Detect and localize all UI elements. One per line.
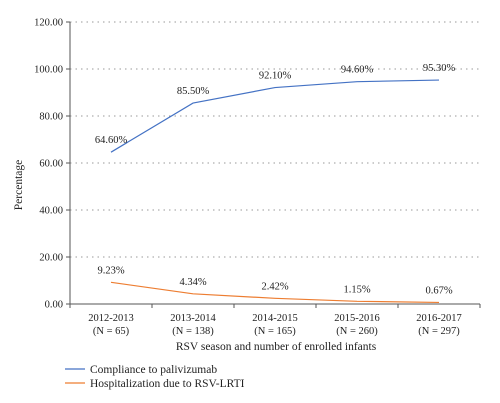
y-tick-label: 40.00	[39, 206, 63, 217]
x-tick-label-season: 2013-2014	[170, 313, 216, 324]
y-axis: 0.00 20.00 40.00 60.00 80.00 100.00 120.00	[34, 18, 71, 311]
data-label: 92.10%	[259, 71, 292, 82]
x-tick-label-season: 2014-2015	[252, 313, 298, 324]
x-tick-label-season: 2016-2017	[416, 313, 462, 324]
data-label: 64.60%	[95, 135, 128, 146]
data-label: 9.23%	[97, 265, 124, 276]
legend-label-1: Hospitalization due to RSV-LRTI	[90, 378, 245, 390]
y-axis-title: Percentage	[13, 160, 25, 210]
data-label: 0.67%	[425, 285, 452, 296]
data-label: 94.60%	[341, 65, 374, 76]
data-labels: 64.60% 85.50% 92.10% 94.60% 95.30% 9.23% 4.34%…	[95, 63, 456, 296]
data-label: 95.30%	[423, 63, 456, 74]
y-tick-label: 120.00	[34, 18, 63, 29]
series-line-0	[110, 79, 440, 153]
series-line-1	[110, 281, 440, 304]
data-label: 85.50%	[177, 86, 210, 97]
legend: Compliance to palivizumab Hospitalization…	[65, 364, 245, 390]
x-tick-label-n: (N = 138)	[172, 326, 214, 337]
x-tick-label-n: (N = 165)	[254, 326, 296, 337]
y-tick-label: 100.00	[34, 65, 63, 76]
y-tick-label: 0.00	[45, 300, 63, 311]
x-tick-label-season: 2015-2016	[334, 313, 380, 324]
x-tick-label-n: (N = 297)	[418, 326, 460, 337]
data-label: 1.15%	[343, 284, 370, 295]
x-axis-title: RSV season and number of enrolled infant…	[176, 341, 377, 353]
y-tick-label: 60.00	[39, 159, 63, 170]
grid-lines	[70, 21, 480, 258]
y-tick-label: 20.00	[39, 253, 63, 264]
data-label: 2.42%	[261, 281, 288, 292]
x-tick-label-n: (N = 65)	[93, 326, 130, 337]
y-tick-label: 80.00	[39, 112, 63, 123]
data-label: 4.34%	[179, 277, 206, 288]
legend-label-0: Compliance to palivizumab	[90, 364, 217, 376]
x-tick-label-season: 2012-2013	[88, 313, 134, 324]
series-group	[110, 79, 440, 304]
x-tick-label-n: (N = 260)	[336, 326, 378, 337]
x-axis: 2012-2013 (N = 65) 2013-2014 (N = 138) 2014-…	[69, 303, 481, 337]
